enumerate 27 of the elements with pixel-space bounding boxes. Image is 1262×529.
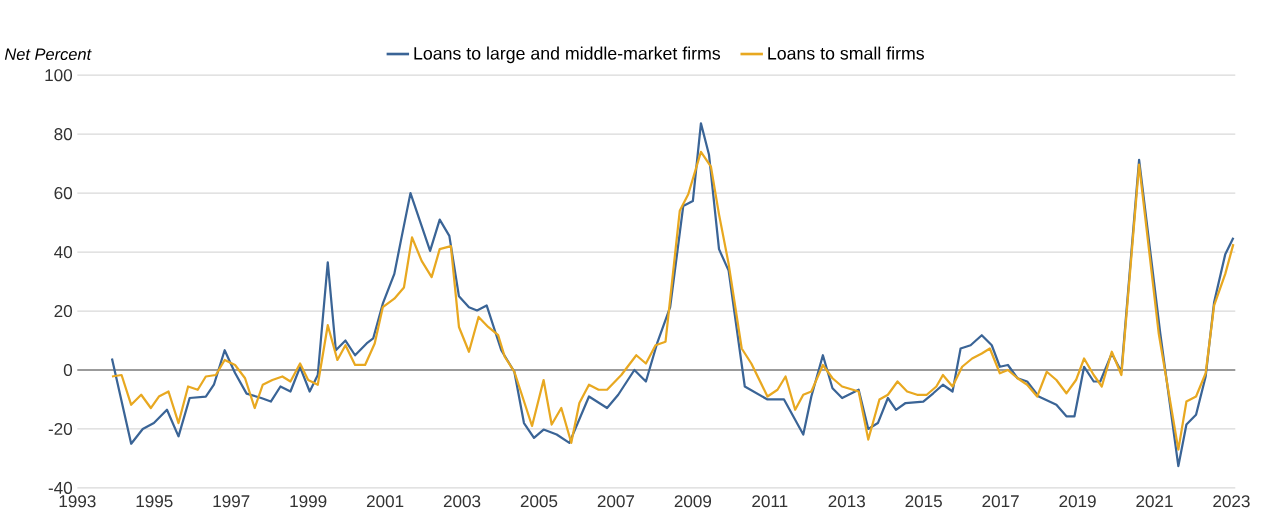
x-tick-label: 2021 — [1136, 494, 1173, 508]
x-tick-label: 2005 — [520, 494, 558, 508]
x-tick-label: 1999 — [290, 494, 327, 508]
x-tick-label: 2003 — [443, 494, 481, 508]
y-tick-label: 0 — [63, 363, 73, 376]
y-tick-label: 100 — [45, 68, 73, 82]
y-tick-label: -20 — [48, 422, 73, 435]
y-tick-label: 20 — [54, 304, 73, 317]
y-tick-label: 60 — [54, 186, 73, 199]
x-tick-label: 2009 — [674, 494, 712, 508]
x-tick-label: 2007 — [597, 494, 635, 508]
x-tick-label: 2017 — [982, 494, 1019, 508]
x-tick-label: 1995 — [136, 494, 173, 508]
y-tick-label: -40 — [48, 481, 73, 494]
x-tick-label: 2011 — [752, 494, 788, 508]
x-tick-label: 1993 — [59, 494, 96, 508]
x-tick-label: 2015 — [905, 494, 942, 508]
y-tick-label: 40 — [54, 245, 73, 258]
x-tick-label: 2001 — [366, 494, 404, 508]
x-tick-label: 2023 — [1213, 494, 1250, 508]
legend-label: Loans to large and middle-market firms — [414, 46, 721, 63]
y-tick-label: 80 — [54, 127, 73, 140]
x-tick-label: 2019 — [1059, 494, 1096, 508]
y-axis-title: Net Percent — [4, 48, 92, 60]
x-tick-label: 1997 — [213, 494, 250, 508]
x-tick-label: 2013 — [828, 494, 865, 508]
legend-label: Loans to small firms — [768, 46, 924, 60]
